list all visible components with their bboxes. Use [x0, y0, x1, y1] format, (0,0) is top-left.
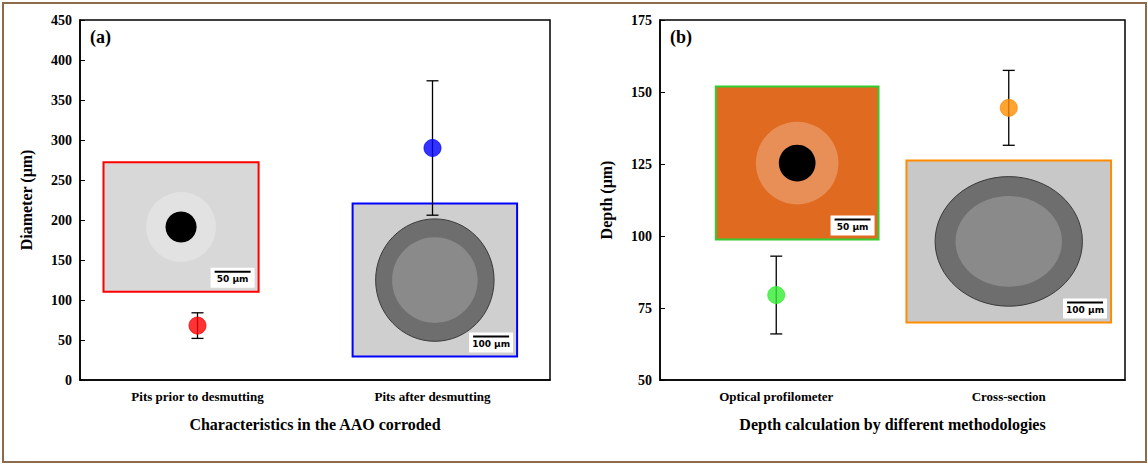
svg-text:100: 100	[51, 293, 72, 308]
svg-text:(b): (b)	[670, 27, 692, 48]
svg-text:175: 175	[631, 13, 652, 28]
svg-text:100 μm: 100 μm	[472, 339, 510, 349]
svg-text:400: 400	[51, 53, 72, 68]
svg-text:350: 350	[51, 93, 72, 108]
svg-text:50 μm: 50 μm	[217, 274, 249, 284]
svg-text:150: 150	[631, 85, 652, 100]
svg-text:150: 150	[51, 253, 72, 268]
svg-text:100 μm: 100 μm	[1066, 305, 1104, 315]
svg-text:300: 300	[51, 133, 72, 148]
svg-text:125: 125	[631, 157, 652, 172]
svg-text:Pits prior to desmutting: Pits prior to desmutting	[131, 389, 264, 404]
svg-text:0: 0	[65, 373, 72, 388]
svg-text:250: 250	[51, 173, 72, 188]
svg-text:Diameter (μm): Diameter (μm)	[18, 150, 36, 251]
svg-text:Depth calculation by different: Depth calculation by different methodolo…	[739, 416, 1045, 434]
svg-text:50: 50	[638, 373, 652, 388]
svg-text:200: 200	[51, 213, 72, 228]
svg-text:Depth (μm): Depth (μm)	[598, 161, 616, 240]
svg-text:(a): (a)	[90, 27, 111, 48]
svg-text:Optical profilometer: Optical profilometer	[719, 389, 833, 404]
svg-text:450: 450	[51, 13, 72, 28]
svg-text:50 μm: 50 μm	[837, 222, 869, 232]
svg-text:Characteristics in the AAO cor: Characteristics in the AAO corroded	[189, 416, 440, 433]
svg-text:100: 100	[631, 229, 652, 244]
svg-text:50: 50	[58, 333, 72, 348]
svg-text:Pits after desmutting: Pits after desmutting	[374, 389, 491, 404]
svg-text:75: 75	[638, 301, 652, 316]
svg-text:Cross-section: Cross-section	[972, 389, 1047, 404]
